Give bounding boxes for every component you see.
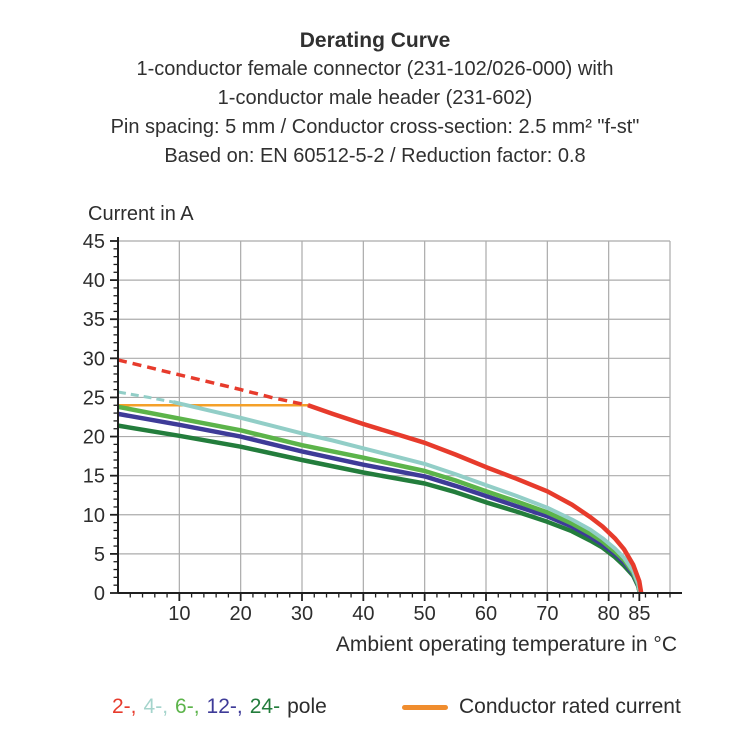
svg-text:85: 85 xyxy=(628,603,650,625)
legend-poles: 2-, 4-, 6-, 12-, 24- pole xyxy=(112,695,327,719)
legend-pole-suffix: pole xyxy=(287,695,327,718)
legend-pole-24: 24- xyxy=(249,695,281,718)
legend-rated-current: Conductor rated current xyxy=(402,695,681,719)
svg-text:80: 80 xyxy=(598,603,620,625)
svg-text:50: 50 xyxy=(414,603,436,625)
subtitle-header: 1-conductor male header (231-602) xyxy=(217,87,533,109)
x-axis-title: Ambient operating temperature in °C xyxy=(335,633,677,656)
svg-text:0: 0 xyxy=(94,583,105,605)
svg-text:20: 20 xyxy=(83,427,105,449)
subtitle-pin-spacing: Pin spacing: 5 mm / Conductor cross-sect… xyxy=(110,116,640,138)
rated-current-line-icon xyxy=(402,704,448,710)
svg-text:60: 60 xyxy=(475,603,497,625)
svg-text:40: 40 xyxy=(83,270,105,292)
svg-text:10: 10 xyxy=(83,505,105,527)
svg-text:10: 10 xyxy=(168,603,190,625)
subtitle-based-on: Based on: EN 60512-5-2 / Reduction facto… xyxy=(164,145,586,167)
legend-pole-6: 6-, xyxy=(175,695,200,718)
svg-text:45: 45 xyxy=(83,231,105,253)
legend-pole-12: 12-, xyxy=(206,695,243,718)
svg-text:20: 20 xyxy=(230,603,252,625)
legend-pole-4: 4-, xyxy=(143,695,169,718)
svg-text:15: 15 xyxy=(83,466,105,488)
svg-text:35: 35 xyxy=(83,309,105,331)
svg-text:25: 25 xyxy=(83,387,105,409)
svg-text:30: 30 xyxy=(291,603,313,625)
y-axis-title: Current in A xyxy=(88,203,194,225)
rated-current-label: Conductor rated current xyxy=(459,695,681,718)
svg-text:40: 40 xyxy=(352,603,374,625)
legend-pole-2: 2-, xyxy=(112,695,137,718)
subtitle-connector: 1-conductor female connector (231-102/02… xyxy=(136,58,614,80)
svg-text:5: 5 xyxy=(94,544,105,566)
svg-text:70: 70 xyxy=(536,603,558,625)
svg-text:30: 30 xyxy=(83,348,105,370)
chart-header: Derating Curve 1-conductor female connec… xyxy=(0,26,750,171)
page-title: Derating Curve xyxy=(299,29,451,52)
